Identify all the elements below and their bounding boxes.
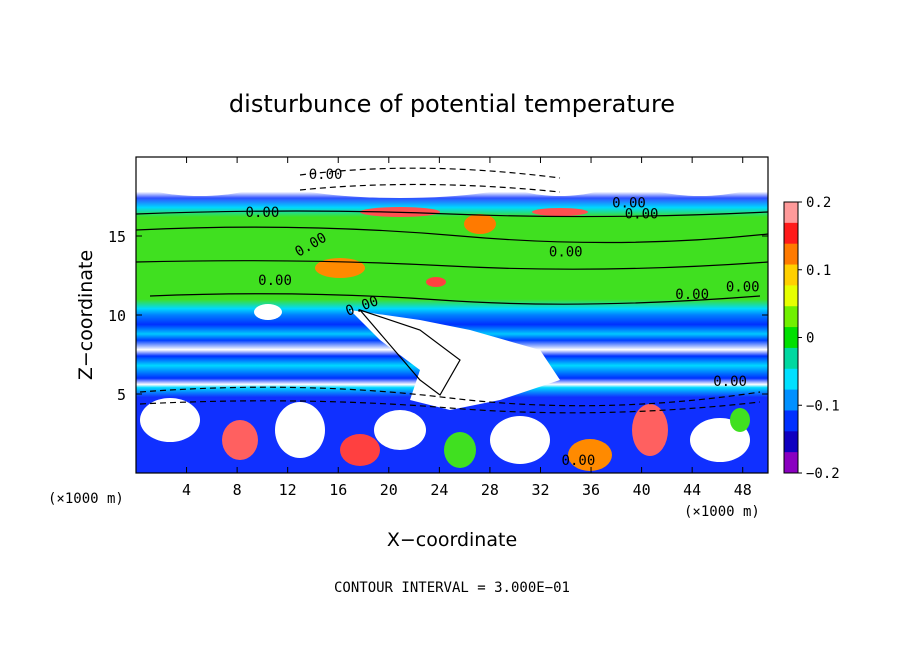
contour-label: 0.00: [246, 205, 280, 221]
colorbar-swatch: [784, 264, 798, 286]
z-tick-label: 10: [108, 307, 126, 325]
x-tick-label: 44: [683, 481, 701, 499]
colorbar-swatch: [784, 243, 798, 266]
contour-label: 0.00: [726, 279, 760, 295]
x-axis-label: X−coordinate: [387, 529, 517, 551]
contour-label: 0.00: [549, 245, 583, 261]
colorbar-swatch: [784, 347, 798, 370]
contour-label: 0.00: [713, 374, 747, 390]
contour-label: 0.00: [612, 196, 646, 212]
chart-title: disturbunce of potential temperature: [229, 90, 675, 118]
colorbar-ticks: 0.2 0.1 0 −0.1 −0.2: [798, 195, 840, 482]
x-tick-label: 12: [279, 481, 297, 499]
contour-label: 0.00: [562, 453, 596, 469]
colorbar-tick-label: 0.2: [806, 195, 831, 211]
colorbar-swatch: [784, 389, 798, 411]
x-unit-label-right: (×1000 m): [684, 504, 760, 520]
contour-label: 0.00: [258, 273, 292, 289]
z-tick-label: 5: [117, 386, 126, 404]
x-tick-label: 32: [531, 481, 549, 499]
contour-label: 0.00: [625, 207, 659, 223]
colorbar-tick-label: −0.2: [806, 466, 840, 482]
colorbar-swatch: [784, 368, 798, 391]
z-tick-label: 15: [108, 228, 126, 246]
contour-label: 0.00: [309, 167, 343, 183]
z-axis-ticks: 5 10 15: [108, 228, 768, 404]
x-tick-label: 20: [380, 481, 398, 499]
x-tick-label: 4: [182, 481, 191, 499]
colorbar-swatch: [784, 306, 798, 328]
x-tick-label: 8: [233, 481, 242, 499]
x-tick-label: 24: [430, 481, 448, 499]
colorbar-tick-label: 0.1: [806, 263, 831, 279]
colorbar-tick-label: 0: [806, 331, 814, 347]
x-tick-label: 28: [481, 481, 499, 499]
colorbar-swatch: [784, 285, 798, 307]
x-axis-ticks: 4 8 12 16 20 24 28 32 36 40 44 48: [182, 157, 752, 499]
x-tick-label: 16: [329, 481, 347, 499]
x-tick-label: 40: [633, 481, 651, 499]
z-axis-label: Z−coordinate: [75, 250, 97, 380]
contour-interval-text: CONTOUR INTERVAL = 3.000E−01: [334, 580, 570, 596]
colorbar-swatch: [784, 452, 798, 474]
x-unit-label-left: (×1000 m): [48, 491, 124, 507]
x-tick-label: 36: [582, 481, 600, 499]
colorbar: [783, 201, 799, 474]
plot-field: [136, 157, 768, 473]
x-tick-label: 48: [734, 481, 752, 499]
colorbar-swatch: [784, 431, 798, 453]
colorbar-swatch: [784, 222, 798, 245]
colorbar-tick-label: −0.1: [806, 398, 840, 414]
colorbar-swatch: [784, 410, 798, 432]
colorbar-swatch: [784, 202, 798, 224]
contour-label: 0.00: [675, 287, 709, 303]
colorbar-swatch: [784, 327, 798, 349]
